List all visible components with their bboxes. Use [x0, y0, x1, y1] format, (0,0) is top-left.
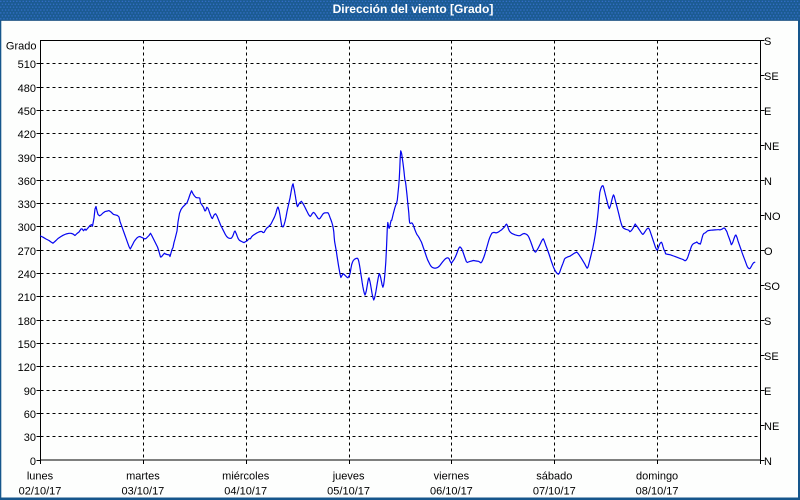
svg-text:S: S: [764, 36, 771, 48]
svg-text:miércoles: miércoles: [222, 471, 270, 483]
svg-text:domingo: domingo: [636, 471, 678, 483]
svg-text:N: N: [764, 456, 772, 468]
svg-text:02/10/17: 02/10/17: [19, 486, 62, 498]
svg-text:390: 390: [18, 153, 36, 165]
svg-text:06/10/17: 06/10/17: [430, 486, 473, 498]
svg-text:NE: NE: [764, 421, 779, 433]
svg-text:lunes: lunes: [27, 471, 54, 483]
svg-text:NE: NE: [764, 141, 779, 153]
svg-text:O: O: [764, 246, 773, 258]
svg-text:360: 360: [18, 176, 36, 188]
svg-text:510: 510: [18, 59, 36, 71]
svg-text:450: 450: [18, 106, 36, 118]
svg-text:sábado: sábado: [536, 471, 572, 483]
svg-text:05/10/17: 05/10/17: [327, 486, 370, 498]
svg-text:300: 300: [18, 222, 36, 234]
svg-text:SE: SE: [764, 351, 779, 363]
svg-text:04/10/17: 04/10/17: [224, 486, 267, 498]
svg-text:S: S: [764, 316, 771, 328]
svg-text:Dirección del viento [Grado]: Dirección del viento [Grado]: [333, 2, 494, 16]
svg-text:330: 330: [18, 199, 36, 211]
svg-text:0: 0: [30, 456, 36, 468]
svg-text:NO: NO: [764, 211, 781, 223]
svg-text:240: 240: [18, 269, 36, 281]
svg-text:SE: SE: [764, 71, 779, 83]
svg-text:120: 120: [18, 362, 36, 374]
svg-text:270: 270: [18, 246, 36, 258]
svg-text:30: 30: [24, 432, 36, 444]
svg-text:E: E: [764, 106, 771, 118]
svg-text:E: E: [764, 386, 771, 398]
svg-text:480: 480: [18, 83, 36, 95]
svg-text:N: N: [764, 176, 772, 188]
svg-text:07/10/17: 07/10/17: [533, 486, 576, 498]
svg-text:03/10/17: 03/10/17: [121, 486, 164, 498]
svg-text:60: 60: [24, 409, 36, 421]
svg-text:SO: SO: [764, 281, 780, 293]
svg-text:jueves: jueves: [332, 471, 365, 483]
svg-text:210: 210: [18, 292, 36, 304]
svg-text:180: 180: [18, 316, 36, 328]
svg-text:viernes: viernes: [434, 471, 470, 483]
svg-text:420: 420: [18, 129, 36, 141]
svg-text:martes: martes: [126, 471, 160, 483]
svg-text:90: 90: [24, 386, 36, 398]
svg-text:08/10/17: 08/10/17: [636, 486, 679, 498]
svg-text:Grado: Grado: [6, 41, 37, 53]
svg-text:150: 150: [18, 339, 36, 351]
